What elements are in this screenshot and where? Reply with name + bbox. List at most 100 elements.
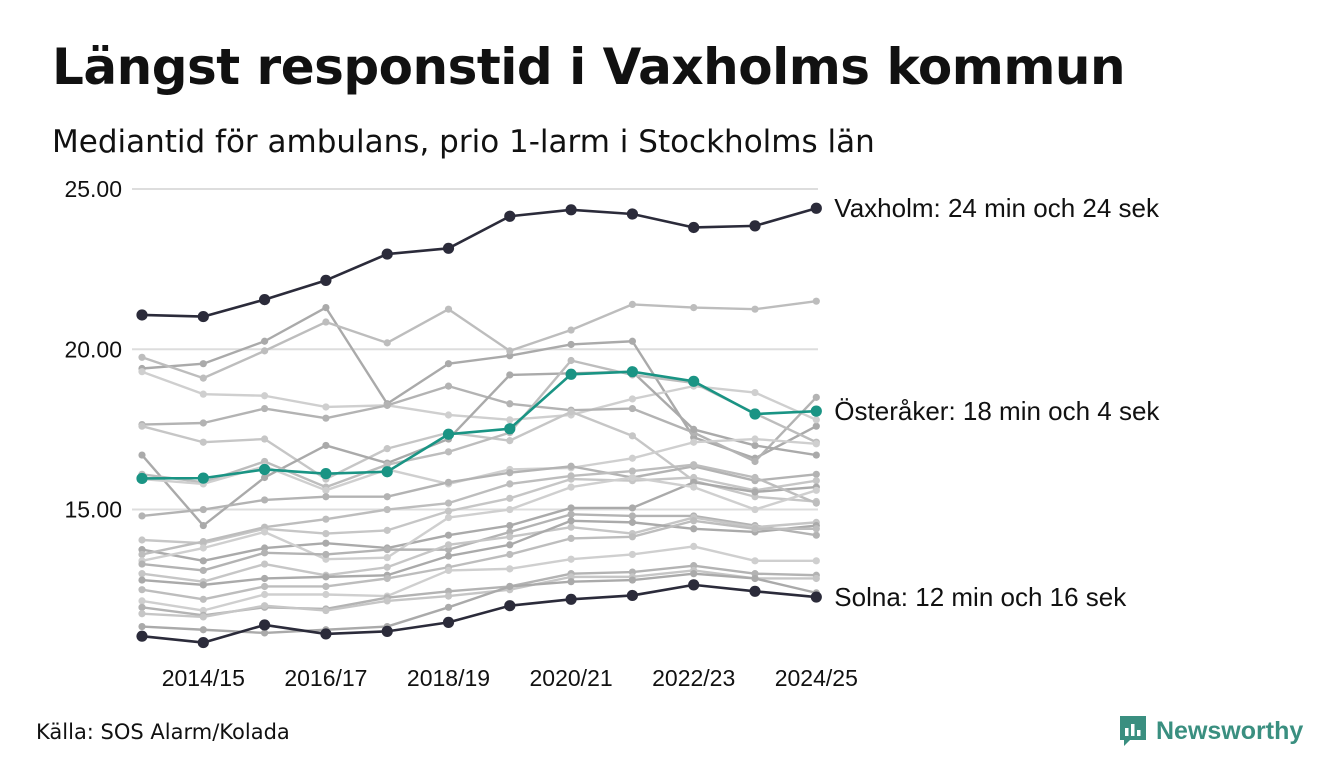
- series-line: [141, 519, 817, 587]
- data-point: [138, 586, 146, 594]
- data-point: [444, 382, 453, 390]
- data-point: [444, 448, 453, 456]
- data-point: [320, 468, 332, 480]
- data-point: [751, 388, 759, 397]
- data-point: [383, 445, 391, 453]
- data-point: [136, 309, 148, 321]
- data-point: [812, 297, 820, 305]
- data-point: [322, 573, 330, 581]
- data-point: [690, 425, 698, 434]
- data-point: [504, 423, 516, 435]
- data-point: [444, 531, 453, 539]
- series-line: [141, 476, 817, 563]
- data-point: [199, 374, 207, 382]
- brand-logo[interactable]: Newsworthy: [1118, 714, 1303, 748]
- data-point: [812, 477, 820, 485]
- data-point: [812, 440, 820, 448]
- data-point: [628, 432, 637, 440]
- data-point: [320, 274, 332, 286]
- data-point: [751, 473, 759, 482]
- data-point: [690, 525, 698, 533]
- y-tick-label: 25.00: [64, 176, 122, 202]
- gray-series: [138, 462, 820, 520]
- x-axis: 2014/15 2016/17 2018/19 2020/21 2022/23 2024/…: [162, 665, 858, 691]
- data-point: [690, 483, 698, 491]
- data-point: [138, 451, 146, 459]
- data-point: [751, 457, 759, 466]
- data-point: [565, 368, 577, 380]
- data-point: [199, 557, 207, 565]
- data-point: [261, 582, 269, 591]
- data-point: [690, 304, 698, 312]
- data-point: [199, 390, 207, 398]
- gray-series: [138, 517, 820, 603]
- series-line: [141, 569, 817, 619]
- data-point: [567, 326, 575, 334]
- data-point: [381, 248, 393, 260]
- gray-series: [138, 473, 820, 565]
- data-point: [506, 582, 514, 591]
- data-point: [565, 204, 577, 216]
- data-point: [628, 576, 637, 584]
- data-point: [506, 494, 514, 502]
- data-point: [442, 428, 455, 440]
- data-point: [565, 593, 577, 605]
- data-point: [199, 613, 207, 621]
- series-line: [141, 410, 817, 503]
- data-point: [383, 505, 391, 514]
- data-point: [138, 353, 146, 361]
- data-point: [690, 517, 698, 525]
- data-point: [567, 483, 575, 491]
- gray-series: [138, 304, 820, 462]
- series-line: [141, 300, 817, 380]
- highlighted-series: [136, 202, 822, 649]
- data-point: [690, 461, 698, 469]
- series-line: [141, 519, 817, 601]
- data-point: [628, 467, 637, 475]
- data-point: [506, 371, 514, 379]
- data-point: [320, 628, 332, 640]
- data-point: [751, 441, 759, 450]
- data-point: [751, 525, 759, 533]
- data-point: [751, 557, 759, 565]
- x-tick-label: 2016/17: [284, 665, 367, 691]
- data-point: [690, 438, 698, 446]
- data-point: [506, 480, 514, 488]
- series-label: Solna: 12 min och 16 sek: [834, 582, 1127, 612]
- data-point: [628, 300, 637, 308]
- data-point: [261, 496, 269, 504]
- data-point: [812, 574, 820, 583]
- data-point: [626, 208, 639, 220]
- data-point: [628, 504, 637, 512]
- data-point: [322, 606, 330, 615]
- series-line: [141, 384, 818, 463]
- data-point: [751, 305, 759, 313]
- data-point: [567, 408, 575, 416]
- data-point: [567, 356, 575, 365]
- series-solna: [136, 579, 822, 649]
- data-point: [444, 603, 453, 611]
- data-point: [199, 544, 207, 552]
- data-point: [751, 505, 759, 514]
- data-point: [628, 337, 637, 345]
- data-point: [628, 533, 637, 541]
- data-point: [506, 505, 514, 514]
- data-point: [197, 472, 209, 484]
- data-point: [567, 340, 575, 349]
- data-point: [138, 603, 146, 611]
- data-point: [383, 597, 391, 605]
- series--ster-ker: [136, 366, 822, 485]
- data-point: [628, 404, 637, 413]
- data-point: [197, 636, 209, 649]
- data-point: [567, 555, 575, 563]
- data-point: [261, 404, 269, 413]
- data-point: [322, 582, 330, 591]
- series-labels: Vaxholm: 24 min och 24 sek Österåker: 18 …: [834, 193, 1160, 612]
- chart-title: Längst responstid i Vaxholms kommun: [52, 38, 1126, 96]
- data-point: [383, 493, 391, 501]
- data-point: [322, 414, 330, 422]
- data-point: [628, 512, 637, 520]
- data-point: [506, 565, 514, 573]
- gridlines: [132, 188, 818, 511]
